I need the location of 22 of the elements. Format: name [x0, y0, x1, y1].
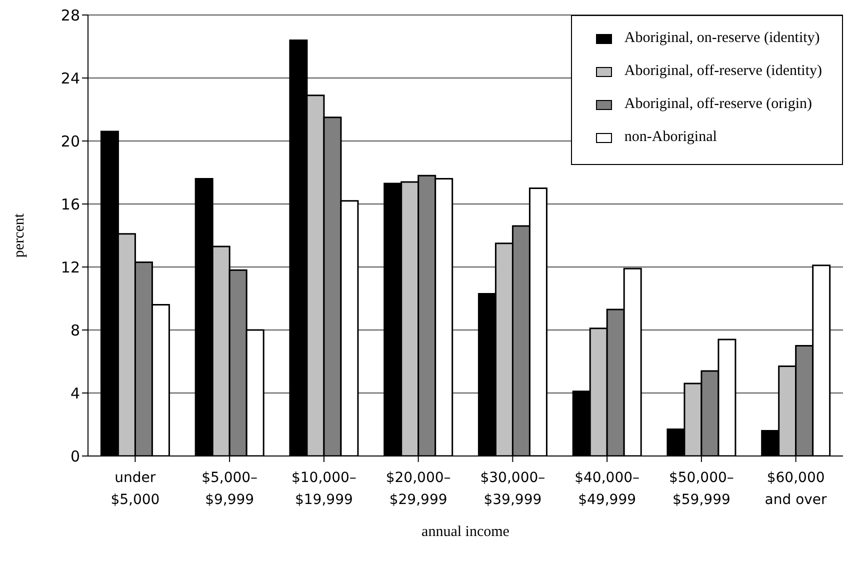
x-tick-label: $30,000– $39,999	[480, 470, 546, 508]
x-tick-label: $20,000– $29,999	[386, 470, 451, 508]
legend-label: Aboriginal, on-reserve (identity)	[624, 30, 820, 47]
y-axis-title: percent	[11, 212, 28, 258]
y-tick-label: 0	[70, 447, 80, 466]
legend-label: non-Aboriginal	[624, 129, 717, 146]
x-tick-label: $5,000– $9,999	[202, 470, 258, 508]
x-tick-label: $60,000 and over	[764, 470, 828, 508]
y-tick-label: 20	[60, 132, 80, 150]
legend-label: Aboriginal, off-reserve (origin)	[624, 96, 812, 113]
y-tick-label: 24	[60, 69, 80, 88]
y-tick-label: 8	[70, 321, 80, 340]
y-tick-label: 12	[60, 258, 80, 276]
x-axis-title: annual income	[422, 524, 510, 540]
y-tick-label: 28	[60, 6, 80, 24]
x-tick-label: $10,000– $19,999	[291, 470, 356, 508]
legend-label: Aboriginal, off-reserve (identity)	[624, 63, 822, 80]
y-tick-label: 4	[70, 384, 80, 402]
x-tick-label: under $5,000	[110, 470, 160, 508]
x-tick-label: $40,000– $49,999	[574, 470, 640, 508]
y-tick-label: 16	[60, 195, 80, 214]
x-tick-label: $50,000– $59,999	[668, 470, 734, 508]
